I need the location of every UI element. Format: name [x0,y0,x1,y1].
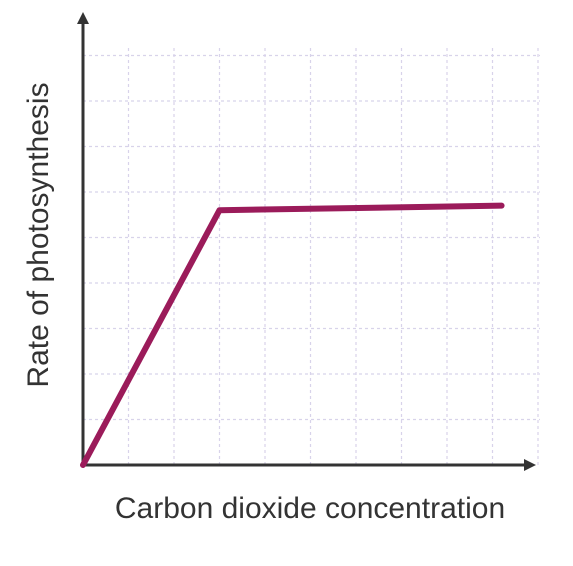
y-axis-title: Rate of photosynthesis [22,82,55,387]
x-axis-title: Carbon dioxide concentration [115,492,505,525]
grid [83,48,540,465]
series-line-1 [80,202,505,468]
series-group [80,202,505,468]
